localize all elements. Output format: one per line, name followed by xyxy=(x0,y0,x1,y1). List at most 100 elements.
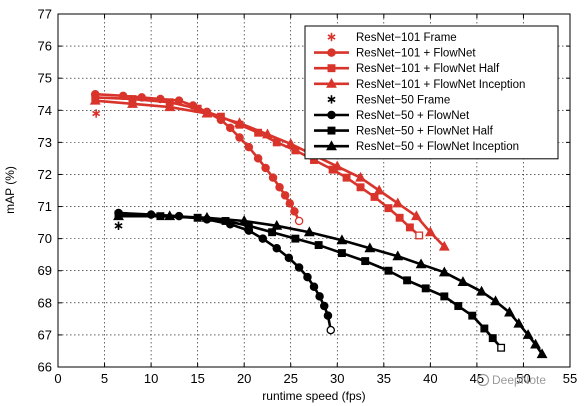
data-point xyxy=(271,219,283,230)
data-point xyxy=(513,317,525,328)
y-tick-label: 70 xyxy=(38,231,52,246)
data-point xyxy=(303,272,312,282)
data-point xyxy=(355,171,366,182)
data-point xyxy=(285,138,297,148)
legend-label: ResNet−101 + FlowNet Half xyxy=(356,63,500,75)
data-point xyxy=(536,348,548,359)
legend-entry: ResNet−101 + FlowNet Half xyxy=(314,63,500,75)
x-tick-label: 55 xyxy=(563,371,577,386)
data-point xyxy=(488,334,497,343)
data-point xyxy=(421,284,430,293)
data-point xyxy=(221,217,230,225)
data-point xyxy=(253,154,263,163)
x-tick-label: 20 xyxy=(237,371,251,386)
data-point xyxy=(284,253,294,263)
data-point xyxy=(337,249,346,258)
data-point xyxy=(323,311,333,320)
data-point xyxy=(415,231,424,240)
legend: ResNet−101 Frame ResNet−101 + FlowNet ResN… xyxy=(304,25,559,160)
data-point xyxy=(331,160,343,171)
legend-entry: ResNet−50 + FlowNet Half xyxy=(314,126,494,138)
y-tick-label: 67 xyxy=(38,327,52,342)
data-point xyxy=(440,292,449,301)
data-point xyxy=(164,101,176,112)
data-point xyxy=(327,64,336,73)
data-point xyxy=(356,183,365,192)
y-axis-label: mAP (%) xyxy=(3,166,17,214)
data-point xyxy=(370,192,379,201)
legend-entry: ResNet−50 Frame xyxy=(327,94,450,106)
data-point xyxy=(415,258,427,269)
y-tick-label: 76 xyxy=(38,39,52,54)
data-point xyxy=(364,242,376,253)
data-point xyxy=(326,325,336,335)
data-point xyxy=(327,126,336,135)
data-point xyxy=(127,98,138,108)
data-point xyxy=(261,163,270,173)
x-axis-label: runtime speed (fps) xyxy=(262,389,365,403)
legend-label: ResNet−50 + FlowNet Half xyxy=(356,126,494,138)
series-line xyxy=(95,92,301,222)
legend-entry: ResNet−101 + FlowNet xyxy=(314,48,476,60)
data-point xyxy=(309,282,319,292)
x-tick-label: 40 xyxy=(423,371,437,386)
legend-label: ResNet−101 Frame xyxy=(356,32,457,44)
plot-frame xyxy=(57,13,571,368)
data-point xyxy=(164,210,176,221)
data-point xyxy=(490,295,501,306)
y-tick-label: 68 xyxy=(38,295,52,310)
data-point xyxy=(225,123,235,133)
series xyxy=(89,89,548,359)
y-tick-label: 77 xyxy=(38,7,52,22)
x-tick-label: 50 xyxy=(516,371,530,386)
data-point xyxy=(327,110,336,120)
data-point xyxy=(361,257,370,266)
data-point xyxy=(244,142,254,152)
data-point xyxy=(272,244,282,253)
data-point xyxy=(315,292,324,301)
y-tick-label: 69 xyxy=(38,263,52,278)
x-tick-label: 10 xyxy=(144,371,158,386)
data-point xyxy=(262,128,273,139)
series-0 xyxy=(92,109,101,118)
y-tick-label: 73 xyxy=(38,135,52,150)
legend-label: ResNet−101 + FlowNet Inception xyxy=(356,79,525,91)
legend-label: ResNet−101 + FlowNet xyxy=(356,48,476,60)
data-point xyxy=(234,117,245,128)
y-tick-label: 74 xyxy=(38,103,52,118)
x-tick-label: 5 xyxy=(101,371,108,386)
data-point xyxy=(373,184,385,195)
data-point xyxy=(314,241,323,250)
data-point xyxy=(327,48,336,57)
data-point xyxy=(480,324,489,333)
legend-entry: ResNet−101 Frame xyxy=(327,32,457,44)
legend-label: ResNet−50 + FlowNet xyxy=(356,110,470,122)
data-point xyxy=(454,302,463,310)
data-point xyxy=(285,199,295,208)
legend-label: ResNet−50 + FlowNet Inception xyxy=(356,141,519,153)
y-tick-label: 71 xyxy=(38,199,52,214)
legend-label: ResNet−50 Frame xyxy=(356,94,450,106)
data-point xyxy=(280,191,290,200)
data-point xyxy=(275,183,284,192)
y-tick-label: 66 xyxy=(38,360,52,375)
data-point xyxy=(327,96,336,103)
data-point xyxy=(290,207,299,216)
data-point xyxy=(424,226,436,237)
data-point xyxy=(201,211,213,222)
series-7 xyxy=(113,210,548,359)
data-point xyxy=(294,216,304,226)
data-point xyxy=(405,223,414,232)
data-point xyxy=(201,107,213,118)
x-tick-label: 30 xyxy=(330,371,344,386)
data-point xyxy=(522,329,534,339)
data-point xyxy=(291,234,300,243)
watermark: DeepNote xyxy=(476,373,546,387)
data-point xyxy=(438,266,450,277)
data-point xyxy=(268,173,278,182)
series-5 xyxy=(114,208,336,335)
series-4 xyxy=(114,221,123,230)
data-point xyxy=(326,77,337,88)
data-point xyxy=(392,250,404,261)
data-point xyxy=(327,34,336,40)
